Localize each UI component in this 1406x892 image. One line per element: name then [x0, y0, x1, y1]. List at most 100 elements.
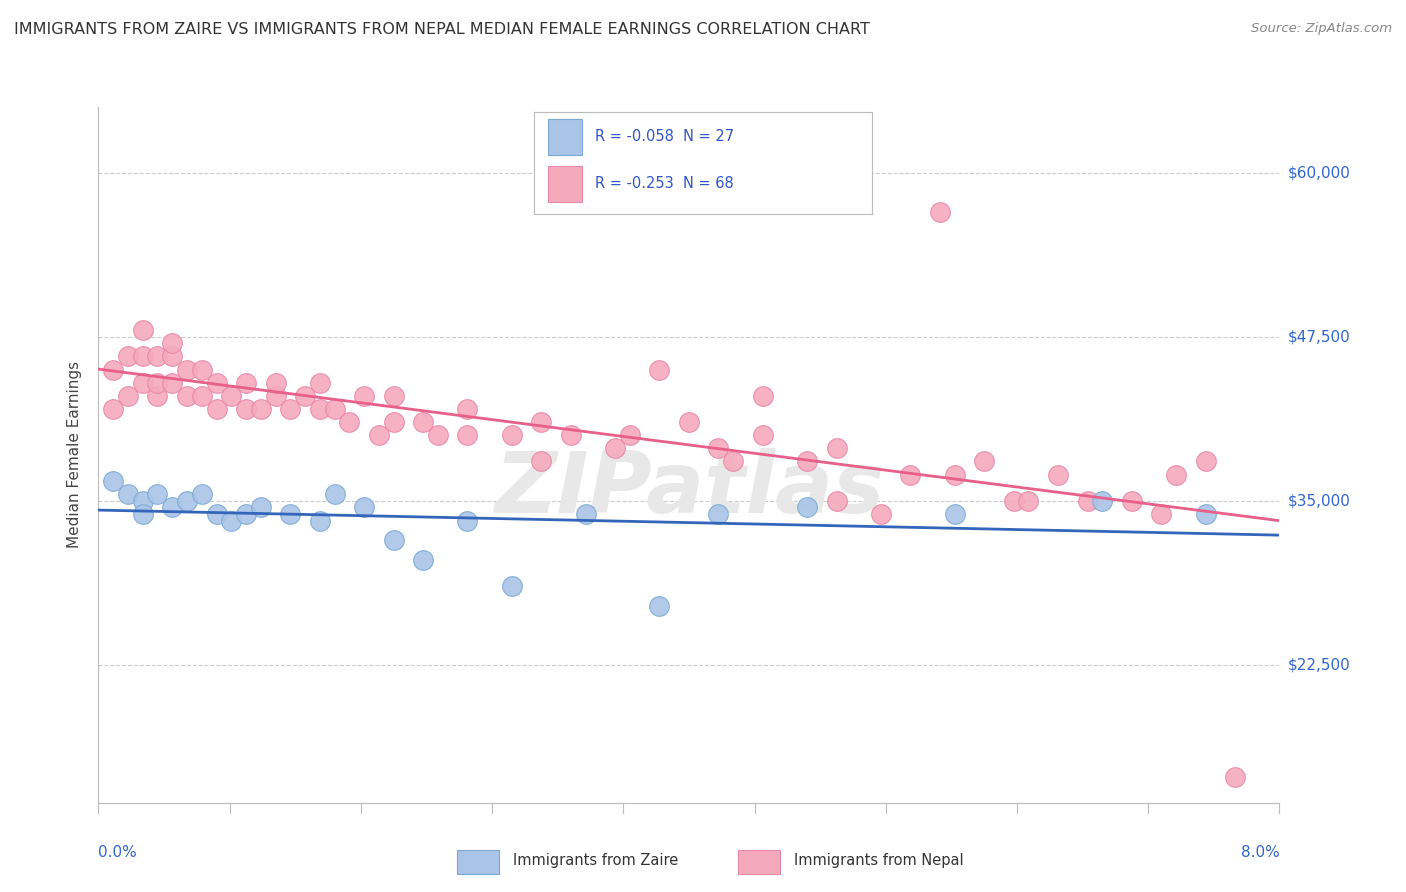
Point	[264, 389, 287, 403]
Point	[796, 454, 818, 468]
Point	[146, 376, 169, 390]
Point	[103, 474, 124, 488]
Point	[337, 415, 360, 429]
Point	[235, 376, 257, 390]
Point	[323, 487, 346, 501]
Point	[162, 376, 183, 390]
Point	[1223, 770, 1246, 784]
Point	[176, 494, 198, 508]
Text: Immigrants from Nepal: Immigrants from Nepal	[794, 854, 965, 868]
Point	[530, 415, 553, 429]
Point	[250, 500, 273, 515]
Point	[426, 428, 449, 442]
Point	[1077, 494, 1099, 508]
Text: Immigrants from Zaire: Immigrants from Zaire	[513, 854, 679, 868]
Point	[219, 389, 242, 403]
Text: ZIPatlas: ZIPatlas	[494, 448, 884, 532]
Point	[382, 533, 405, 548]
Point	[132, 350, 155, 364]
Point	[382, 415, 405, 429]
Point	[117, 487, 139, 501]
Y-axis label: Median Female Earnings: Median Female Earnings	[67, 361, 83, 549]
Point	[353, 500, 375, 515]
Point	[146, 389, 169, 403]
Text: R = -0.058  N = 27: R = -0.058 N = 27	[595, 128, 734, 144]
Point	[973, 454, 995, 468]
Point	[264, 376, 287, 390]
Text: Source: ZipAtlas.com: Source: ZipAtlas.com	[1251, 22, 1392, 36]
Point	[574, 507, 596, 521]
Point	[308, 514, 332, 528]
Point	[132, 494, 155, 508]
Point	[191, 389, 214, 403]
Point	[278, 401, 301, 416]
Point	[869, 507, 891, 521]
Point	[235, 401, 257, 416]
Point	[456, 428, 478, 442]
Point	[205, 401, 228, 416]
Point	[412, 415, 434, 429]
Point	[825, 494, 848, 508]
FancyBboxPatch shape	[548, 119, 582, 154]
Point	[162, 336, 183, 351]
Point	[1091, 494, 1114, 508]
Text: $60,000: $60,000	[1288, 165, 1351, 180]
Point	[648, 362, 671, 376]
Text: $22,500: $22,500	[1288, 657, 1351, 673]
Point	[103, 401, 124, 416]
Point	[1194, 507, 1216, 521]
Point	[176, 362, 198, 376]
Point	[1121, 494, 1143, 508]
Point	[501, 579, 523, 593]
Point	[619, 428, 641, 442]
Point	[205, 376, 228, 390]
Text: $35,000: $35,000	[1288, 493, 1351, 508]
Point	[707, 507, 730, 521]
FancyBboxPatch shape	[738, 850, 780, 874]
Point	[721, 454, 744, 468]
Point	[825, 442, 848, 456]
Text: IMMIGRANTS FROM ZAIRE VS IMMIGRANTS FROM NEPAL MEDIAN FEMALE EARNINGS CORRELATIO: IMMIGRANTS FROM ZAIRE VS IMMIGRANTS FROM…	[14, 22, 870, 37]
Point	[1002, 494, 1025, 508]
Point	[1194, 454, 1216, 468]
Point	[132, 507, 155, 521]
Text: $47,500: $47,500	[1288, 329, 1351, 344]
Point	[382, 389, 405, 403]
Point	[1150, 507, 1173, 521]
Point	[367, 428, 389, 442]
Point	[412, 553, 434, 567]
Point	[146, 350, 169, 364]
Point	[308, 376, 332, 390]
Point	[943, 507, 966, 521]
Point	[162, 500, 183, 515]
Point	[648, 599, 671, 613]
Text: R = -0.253  N = 68: R = -0.253 N = 68	[595, 176, 734, 191]
Point	[235, 507, 257, 521]
Point	[191, 487, 214, 501]
Point	[176, 389, 198, 403]
Point	[278, 507, 301, 521]
Point	[605, 442, 627, 456]
Point	[1164, 467, 1187, 482]
Point	[308, 401, 332, 416]
Point	[117, 350, 139, 364]
Point	[678, 415, 700, 429]
Point	[943, 467, 966, 482]
Text: 0.0%: 0.0%	[98, 845, 138, 860]
Point	[796, 500, 818, 515]
Text: 8.0%: 8.0%	[1240, 845, 1279, 860]
Point	[162, 350, 183, 364]
Point	[751, 428, 773, 442]
Point	[219, 514, 242, 528]
Point	[132, 323, 155, 337]
Point	[103, 362, 124, 376]
Point	[751, 389, 773, 403]
Point	[928, 205, 950, 219]
Point	[501, 428, 523, 442]
Point	[191, 362, 214, 376]
Point	[132, 376, 155, 390]
Point	[898, 467, 921, 482]
Point	[530, 454, 553, 468]
Point	[323, 401, 346, 416]
FancyBboxPatch shape	[548, 166, 582, 202]
